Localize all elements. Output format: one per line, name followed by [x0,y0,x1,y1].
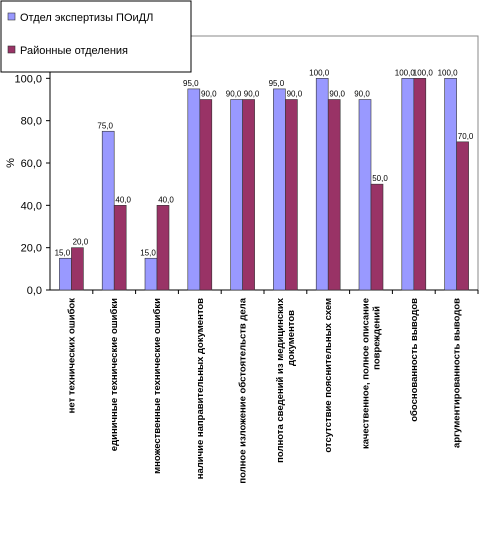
x-tick-label: полнота сведений из медицинскихдокументо… [275,297,297,463]
bar [187,88,201,291]
value-label: 95,0 [183,79,199,88]
bar [273,88,286,291]
y-tick-label: 60,0 [21,158,42,170]
bar [113,205,127,291]
bar [401,78,415,291]
x-tick-label: отсутствие пояснительных схем [323,298,334,453]
y-tick-label: 20,0 [21,243,42,255]
x-tick-label: качественное, полное описаниеповреждений [361,298,383,449]
x-tick-label: аргументированность выводов [452,298,463,448]
legend-swatch [7,12,16,21]
value-label: 90,0 [354,90,370,99]
x-tick-label: обоснованность выводов [409,298,420,422]
legend-label: Районные отделения [20,45,128,57]
value-label: 100,0 [309,68,330,77]
x-tick-label: единичные технические ошибки [109,298,120,451]
bar [327,99,341,291]
y-axis-label: % [5,158,17,168]
value-label: 75,0 [97,121,113,130]
value-label: 90,0 [329,90,345,99]
value-label: 100,0 [438,68,459,77]
legend-swatch [7,45,16,54]
value-label: 70,0 [458,132,474,141]
bar [71,247,84,291]
bar [358,99,372,291]
bar [315,78,329,291]
value-label: 40,0 [158,195,174,204]
bar [199,99,213,291]
value-label: 15,0 [55,248,71,257]
value-label: 15,0 [140,248,156,257]
value-label: 40,0 [115,195,131,204]
x-tick-label: наличие направительных документов [195,298,206,479]
bar [144,257,158,291]
bar [230,99,243,291]
value-label: 100,0 [395,68,416,77]
bar [285,99,298,291]
y-tick-label: 0,0 [27,285,42,297]
value-label: 95,0 [269,79,285,88]
bar [101,130,115,291]
value-label: 90,0 [201,90,217,99]
value-label: 90,0 [244,90,260,99]
value-label: 90,0 [226,90,242,99]
y-tick-label: 80,0 [21,116,42,128]
x-tick-label: множественные технические ошибки [152,298,163,474]
y-tick-label: 100,0 [14,73,42,85]
value-label: 90,0 [287,90,303,99]
bar [413,78,427,291]
bar [370,183,384,291]
value-label: 50,0 [372,174,388,183]
bar [444,78,457,291]
x-tick-label: нет технических ошибок [66,298,77,414]
legend [0,0,192,73]
bar [156,205,170,291]
y-tick-label: 40,0 [21,200,42,212]
bar [456,141,469,291]
legend-label: Отдел экспертизы ПОиДЛ [20,12,153,24]
bar [59,257,72,291]
bar [242,99,255,291]
value-label: 20,0 [73,238,89,247]
x-tick-label: полное изложение обстоятельств дела [238,297,249,483]
value-label: 100,0 [413,68,434,77]
